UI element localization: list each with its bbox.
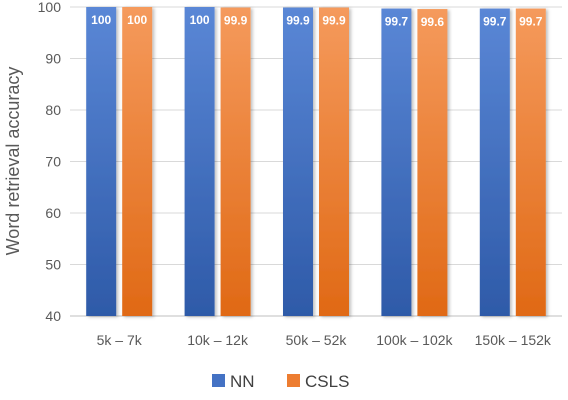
bars (86, 7, 546, 317)
legend-label-csls: CSLS (305, 372, 349, 391)
data-label: 99.7 (519, 15, 543, 29)
y-tick-label: 100 (38, 0, 62, 15)
data-label: 100 (127, 13, 147, 27)
legend-swatch-csls (287, 374, 300, 387)
data-label: 100 (91, 13, 111, 27)
bar-nn (86, 7, 117, 316)
x-axis: 5k – 7k 10k – 12k 50k – 52k 100k – 102k 150k… (97, 332, 552, 348)
x-tick-label: 50k – 52k (286, 332, 348, 348)
legend-label-nn: NN (230, 372, 255, 391)
y-tick-label: 40 (45, 308, 61, 324)
data-label: 99.9 (224, 14, 248, 28)
bar-csls (122, 7, 153, 316)
data-label: 100 (190, 13, 210, 27)
y-axis: 40 50 60 70 80 90 100 (38, 0, 62, 324)
bar-csls (417, 9, 448, 317)
bar-csls (220, 7, 251, 316)
y-tick-label: 70 (45, 154, 61, 170)
bar-csls (319, 7, 349, 316)
bar-nn (184, 7, 215, 316)
bar-csls (515, 8, 546, 316)
bar-nn (479, 8, 510, 316)
legend: NN CSLS (212, 372, 349, 391)
x-tick-label: 100k – 102k (376, 332, 453, 348)
bar-nn (381, 8, 412, 316)
legend-swatch-nn (212, 374, 225, 387)
y-tick-label: 60 (45, 205, 61, 221)
data-labels: 100 100 100 99.9 99.9 99.9 99.7 99.6 99.7 99.7 (91, 13, 543, 29)
data-label: 99.7 (385, 15, 409, 29)
x-tick-label: 150k – 152k (475, 332, 552, 348)
y-axis-label: Word retrieval accuracy (3, 67, 23, 256)
data-label: 99.7 (483, 15, 507, 29)
y-tick-label: 90 (45, 51, 61, 67)
x-tick-label: 5k – 7k (97, 332, 143, 348)
y-tick-label: 50 (45, 257, 61, 273)
data-label: 99.6 (421, 15, 445, 29)
data-label: 99.9 (286, 14, 310, 28)
data-label: 99.9 (322, 14, 346, 28)
y-tick-label: 80 (45, 102, 61, 118)
x-tick-label: 10k – 12k (187, 332, 249, 348)
bar-nn (283, 7, 313, 316)
